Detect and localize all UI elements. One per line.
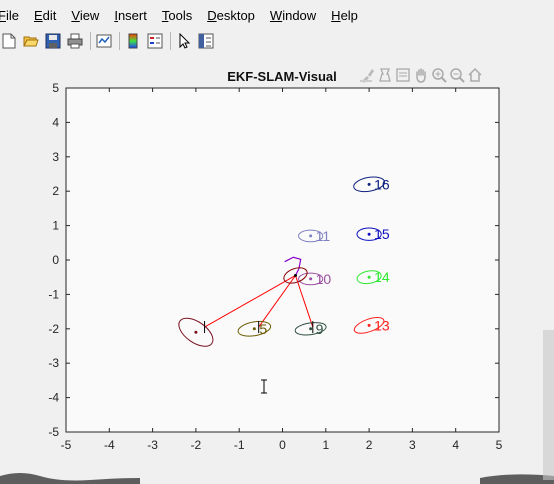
x-tick-label: 0 (279, 438, 286, 452)
zoom-out-icon[interactable] (449, 66, 465, 84)
y-tick-label: -4 (48, 391, 59, 405)
y-tick-label: 1 (52, 219, 59, 233)
x-tick-label: -1 (234, 438, 245, 452)
y-tick-label: 2 (52, 184, 59, 198)
landmark-label: 13 (374, 317, 390, 333)
pan-icon[interactable] (413, 66, 429, 84)
data-tip-icon[interactable] (377, 66, 393, 84)
robot-point (293, 273, 297, 277)
menu-desktop[interactable]: Desktop (207, 7, 255, 23)
link-plot-icon[interactable] (95, 32, 113, 50)
x-tick-label: 1 (322, 438, 329, 452)
y-tick-label: -3 (48, 356, 59, 370)
landmark-label: 9 (316, 321, 324, 337)
landmark-ellipse (356, 270, 382, 285)
landmark-ellipse (353, 176, 385, 193)
toolbar-separator (170, 32, 171, 50)
y-tick-label: -2 (48, 322, 59, 336)
y-tick-label: 4 (52, 115, 59, 129)
landmark-label: 16 (374, 176, 390, 192)
menu-insert[interactable]: Insert (114, 7, 147, 23)
landmark-label: 5 (259, 321, 267, 337)
y-tick-label: 0 (52, 253, 59, 267)
landmark-ellipse (178, 317, 214, 347)
menu-bar: File Edit View Insert Tools Desktop Window Help (0, 4, 554, 26)
y-tick-label: 5 (52, 81, 59, 95)
landmark-ellipse (237, 320, 272, 337)
print-icon[interactable] (66, 32, 84, 50)
brush-icon[interactable] (359, 66, 375, 84)
menu-window[interactable]: Window (269, 7, 317, 23)
observation-ray (258, 275, 296, 328)
save-icon[interactable] (44, 32, 62, 50)
landmark-label: 14 (374, 269, 390, 285)
robot-ellipse (283, 267, 308, 284)
menu-view[interactable]: View (71, 7, 100, 23)
observation-ray (295, 275, 314, 328)
landmark-point (367, 182, 371, 186)
open-file-icon[interactable] (22, 32, 40, 50)
axes-toolbar (359, 66, 483, 84)
landmark-point (252, 327, 256, 331)
rotate-icon[interactable] (395, 66, 411, 84)
axes-box (65, 87, 500, 433)
x-tick-label: -3 (147, 438, 158, 452)
landmark-ellipse (294, 322, 327, 336)
background-texture (0, 330, 554, 484)
landmark-ellipse (298, 272, 324, 286)
x-tick-label: 4 (452, 438, 459, 452)
landmark-point (309, 327, 313, 331)
landmark-point (367, 323, 371, 327)
toolbar-separator (90, 32, 91, 50)
x-tick-label: -4 (104, 438, 115, 452)
home-icon[interactable] (467, 66, 483, 84)
landmark-ellipse (298, 229, 324, 243)
y-tick-label: -1 (48, 287, 59, 301)
landmark-point (194, 330, 198, 334)
toolbar-separator (119, 32, 120, 50)
menu-tools[interactable]: Tools (161, 7, 193, 23)
menu-file[interactable]: File (0, 7, 19, 23)
property-inspector-icon[interactable] (197, 32, 215, 50)
x-tick-label: 5 (496, 438, 503, 452)
landmark-label: 11 (316, 228, 331, 244)
x-tick-label: 2 (366, 438, 373, 452)
landmark-label: 15 (374, 226, 390, 242)
x-tick-label: 3 (409, 438, 416, 452)
new-figure-icon[interactable] (0, 32, 18, 50)
landmark-label: 10 (316, 271, 332, 287)
zoom-in-icon[interactable] (431, 66, 447, 84)
menu-edit[interactable]: Edit (33, 7, 57, 23)
observation-ray (204, 275, 296, 328)
landmark-ellipse (356, 227, 382, 241)
insert-legend-icon[interactable] (146, 32, 164, 50)
landmark-ellipse (353, 316, 385, 334)
landmark-point (367, 232, 371, 236)
insert-colorbar-icon[interactable] (124, 32, 142, 50)
edit-plot-icon[interactable] (175, 32, 193, 50)
figure-toolbar (0, 29, 554, 53)
y-tick-label: -5 (48, 425, 59, 439)
landmark-point (309, 277, 313, 281)
robot-trajectory (284, 256, 302, 276)
text-cursor-icon (261, 379, 267, 394)
axes-background (66, 88, 499, 432)
x-tick-label: -5 (61, 438, 72, 452)
menu-help[interactable]: Help (331, 7, 358, 23)
landmark-point (367, 275, 371, 279)
landmark-point (309, 234, 313, 238)
y-tick-label: 3 (52, 150, 59, 164)
plot-title: EKF-SLAM-Visual (227, 69, 337, 84)
x-tick-label: -2 (191, 438, 202, 452)
